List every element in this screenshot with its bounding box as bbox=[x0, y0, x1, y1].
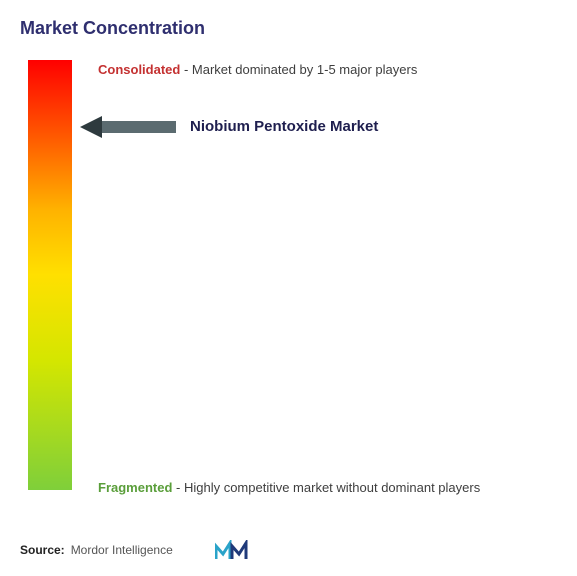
fragmented-lead: Fragmented bbox=[98, 480, 172, 495]
source-line: Source: Mordor Intelligence bbox=[20, 540, 249, 560]
concentration-gradient-bar bbox=[28, 60, 72, 490]
consolidated-label: Consolidated - Market dominated by 1-5 m… bbox=[98, 62, 417, 77]
page-title: Market Concentration bbox=[20, 18, 205, 39]
source-label: Source: bbox=[20, 543, 65, 557]
consolidated-rest: - Market dominated by 1-5 major players bbox=[180, 62, 417, 77]
fragmented-rest: - Highly competitive market without domi… bbox=[172, 480, 480, 495]
source-name: Mordor Intelligence bbox=[71, 543, 173, 557]
fragmented-label: Fragmented - Highly competitive market w… bbox=[98, 480, 480, 495]
market-name-label: Niobium Pentoxide Market bbox=[190, 118, 378, 135]
market-pointer-arrow bbox=[80, 115, 180, 139]
mordor-logo-icon bbox=[215, 540, 249, 560]
arrow-body bbox=[102, 121, 176, 133]
consolidated-lead: Consolidated bbox=[98, 62, 180, 77]
arrow-head-icon bbox=[80, 116, 102, 138]
